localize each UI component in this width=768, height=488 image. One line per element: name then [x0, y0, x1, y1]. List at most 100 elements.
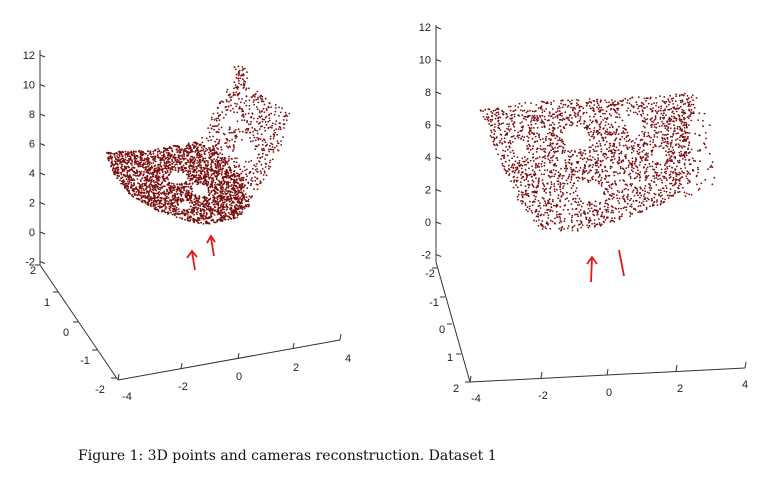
right-point: [539, 138, 542, 141]
left-point: [224, 160, 227, 163]
left-point: [143, 184, 146, 187]
left-point: [220, 203, 223, 206]
left-point: [176, 145, 179, 147]
right-point: [568, 212, 571, 215]
left-point: [182, 191, 184, 194]
left-point: [201, 136, 204, 139]
left-point: [210, 118, 213, 121]
left-point: [191, 183, 194, 185]
left-point: [193, 221, 195, 224]
right-point: [534, 135, 537, 138]
right-point: [582, 107, 585, 110]
right-point: [622, 160, 625, 162]
left-point: [232, 194, 235, 197]
right-point: [571, 162, 573, 165]
left-point: [165, 172, 168, 174]
right-point: [578, 177, 581, 180]
right-point: [675, 93, 677, 96]
left-point: [195, 143, 198, 146]
left-point: [188, 208, 191, 211]
left-point: [276, 133, 278, 136]
left-point: [216, 125, 219, 127]
right-point: [655, 184, 658, 186]
left-point: [233, 172, 235, 175]
left-point: [214, 206, 217, 208]
right-point: [665, 114, 667, 117]
right-point: [494, 130, 496, 133]
left-point: [236, 208, 239, 211]
left-point: [178, 147, 181, 150]
right-point: [653, 192, 656, 195]
right-point: [501, 162, 504, 165]
left-point: [158, 202, 161, 205]
left-point: [156, 168, 159, 171]
right-point: [649, 140, 652, 143]
left-point: [117, 156, 120, 159]
right-point: [555, 165, 558, 167]
right-point: [620, 100, 623, 103]
left-point: [228, 94, 231, 97]
right-point: [626, 99, 629, 101]
left-point: [150, 184, 153, 186]
left-point: [191, 201, 194, 204]
left-point: [219, 165, 222, 168]
right-point: [540, 165, 543, 168]
left-point: [247, 200, 249, 202]
left-point: [243, 165, 246, 168]
left-point: [226, 208, 229, 211]
right-point: [567, 99, 569, 102]
left-point: [236, 182, 239, 184]
left-point: [271, 124, 273, 127]
left-point: [186, 194, 189, 197]
left-point: [235, 203, 238, 206]
right-point: [558, 118, 561, 121]
left-point: [229, 181, 232, 184]
right-point: [660, 202, 662, 205]
left-point: [246, 131, 248, 134]
left-point: [136, 194, 139, 197]
right-point: [531, 165, 533, 168]
left-point: [273, 135, 275, 138]
left-point: [224, 157, 227, 160]
right-point: [507, 128, 510, 131]
right-point: [630, 203, 633, 206]
left-point: [128, 181, 131, 183]
x-left-tick-label: 2: [293, 362, 299, 374]
right-point: [597, 154, 599, 156]
right-point: [652, 107, 654, 109]
right-point: [526, 145, 528, 147]
left-point: [253, 103, 256, 106]
right-point: [629, 177, 632, 180]
right-point: [585, 104, 588, 107]
left-point: [210, 174, 213, 177]
right-point: [594, 145, 597, 148]
right-point: [516, 135, 519, 138]
left-point: [234, 198, 237, 201]
right-point: [659, 191, 662, 194]
left-point: [164, 194, 167, 197]
right-point: [540, 119, 543, 122]
right-point: [672, 120, 674, 123]
right-point: [572, 106, 575, 109]
left-point: [217, 117, 220, 120]
left-point: [216, 152, 218, 155]
left-point: [239, 101, 242, 104]
left-point: [196, 149, 198, 152]
left-point: [240, 205, 243, 208]
right-point: [560, 129, 562, 132]
right-point: [565, 164, 568, 167]
left-point: [137, 160, 140, 163]
right-point: [644, 153, 647, 156]
right-point: [652, 139, 655, 141]
left-point: [228, 200, 231, 203]
left-point: [144, 168, 147, 171]
right-point: [539, 114, 541, 117]
left-point: [215, 188, 218, 191]
left-point: [276, 140, 279, 143]
right-point: [636, 113, 639, 115]
left-point: [125, 178, 128, 181]
right-point: [643, 204, 645, 207]
left-point: [146, 154, 149, 157]
right-point: [655, 166, 658, 169]
right-point: [571, 99, 573, 102]
